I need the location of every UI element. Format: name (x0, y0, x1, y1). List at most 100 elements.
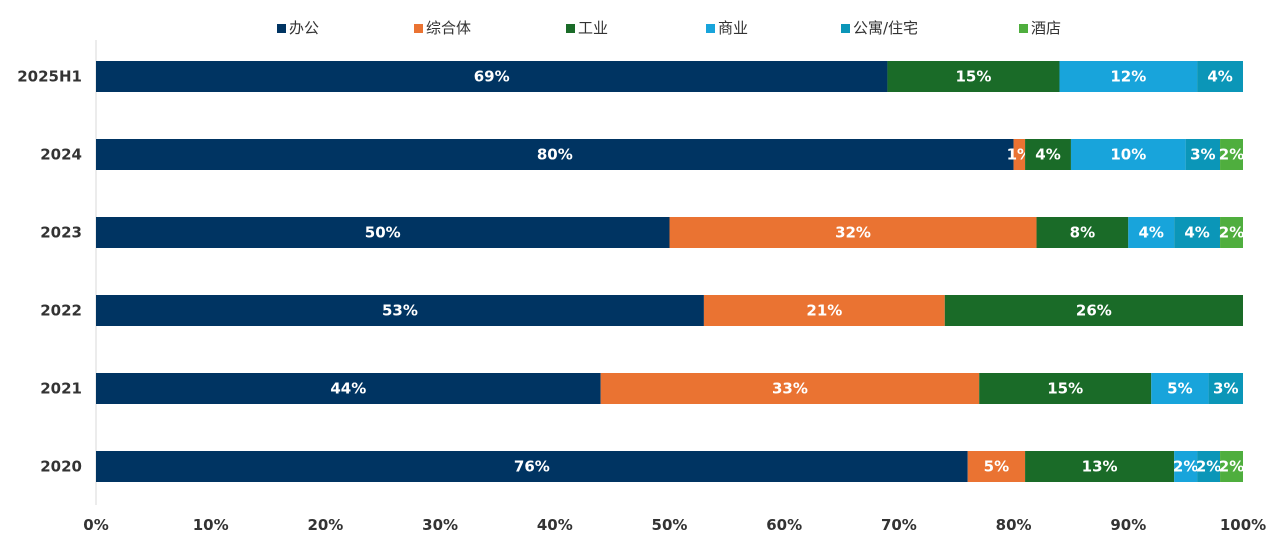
bar-segment (703, 295, 945, 326)
y-tick-label: 2023 (40, 224, 82, 242)
bar-segment (1070, 139, 1186, 170)
x-tick-label: 10% (193, 516, 229, 534)
data-label: 3% (1190, 146, 1215, 164)
data-label: 13% (1082, 458, 1118, 476)
data-label: 10% (1110, 146, 1146, 164)
bar-segment (1208, 373, 1243, 404)
data-label: 26% (1076, 302, 1112, 320)
data-label: 4% (1139, 224, 1164, 242)
data-label: 4% (1207, 68, 1232, 86)
y-tick-label: 2020 (40, 458, 82, 476)
x-tick-label: 60% (766, 516, 802, 534)
legend-item: 商业 (706, 19, 748, 37)
data-label: 53% (382, 302, 418, 320)
bar-row: 50% 32% 8% 4% 4% 2% (96, 217, 1244, 248)
legend-item: 办公 (277, 19, 319, 37)
legend-swatch (841, 24, 850, 33)
bar-segment (1220, 139, 1243, 170)
data-label: 69% (474, 68, 510, 86)
data-label: 4% (1184, 224, 1209, 242)
x-tick-label: 50% (652, 516, 688, 534)
data-label: 32% (835, 224, 871, 242)
data-label: 8% (1070, 224, 1095, 242)
bar-segment (1220, 217, 1243, 248)
data-label: 33% (772, 380, 808, 398)
legend: 办公 综合体 工业 商业 公寓/住宅 酒店 (277, 19, 1061, 37)
bar-row: 44% 33% 15% 5% 3% (96, 373, 1243, 404)
x-tick-label: 30% (422, 516, 458, 534)
data-label: 15% (1047, 380, 1083, 398)
bar-segment (96, 373, 601, 404)
legend-label: 商业 (718, 19, 748, 37)
y-tick-label: 2021 (40, 380, 82, 398)
y-axis-tick-labels: 2025H1 2024 2023 2022 2021 2020 (17, 68, 82, 476)
bar-segment (96, 451, 968, 482)
data-label: 50% (365, 224, 401, 242)
bar-segment (1036, 217, 1129, 248)
bar-segment (1197, 61, 1243, 92)
legend-swatch (414, 24, 423, 33)
x-tick-label: 40% (537, 516, 573, 534)
bar-segment (887, 61, 1060, 92)
bar-segment (967, 451, 1026, 482)
x-tick-label: 90% (1110, 516, 1146, 534)
data-label: 2% (1219, 146, 1244, 164)
data-label: 5% (1167, 380, 1192, 398)
data-label: 4% (1035, 146, 1060, 164)
legend-label: 工业 (578, 19, 608, 37)
bar-segment (1197, 451, 1221, 482)
bar-segment (944, 295, 1243, 326)
data-label: 2% (1219, 458, 1244, 476)
bar-row: 53% 21% 26% (96, 295, 1243, 326)
legend-label: 酒店 (1031, 19, 1061, 37)
bar-segment (1174, 451, 1198, 482)
data-label: 80% (537, 146, 573, 164)
data-label: 2% (1173, 458, 1198, 476)
x-tick-label: 80% (996, 516, 1032, 534)
legend-swatch (706, 24, 715, 33)
bar-segment (1174, 217, 1221, 248)
legend-swatch (1019, 24, 1028, 33)
data-label: 44% (330, 380, 366, 398)
data-label: 21% (806, 302, 842, 320)
bars: 69% 15% 12% 4%80% 1% 4% 10% 3% 2%50% 32% 8% 4% 4% 2%5… (96, 61, 1244, 482)
x-tick-label: 100% (1220, 516, 1266, 534)
data-label: 76% (514, 458, 550, 476)
x-tick-label: 0% (83, 516, 108, 534)
bar-segment (1185, 139, 1221, 170)
legend-swatch (277, 24, 286, 33)
bar-segment (600, 373, 980, 404)
bar-row: 76% 5% 13% 2%2%2% (96, 451, 1244, 482)
bar-segment (96, 139, 1014, 170)
bar-segment (96, 217, 670, 248)
bar-segment (669, 217, 1037, 248)
bar-row: 69% 15% 12% 4% (96, 61, 1243, 92)
bar-segment (979, 373, 1152, 404)
data-label: 2% (1219, 224, 1244, 242)
x-tick-label: 20% (307, 516, 343, 534)
bar-segment (1013, 139, 1026, 170)
x-axis-tick-labels: 0% 10% 20% 30% 40% 50% 60% 70% 80% 90% 100% (83, 516, 1266, 534)
bar-segment (1220, 451, 1243, 482)
bar-segment (1025, 139, 1071, 170)
legend-item: 公寓/住宅 (841, 19, 918, 37)
legend-swatch (566, 24, 575, 33)
data-label: 15% (956, 68, 992, 86)
data-label: 12% (1110, 68, 1146, 86)
data-label: 5% (984, 458, 1009, 476)
bar-segment (1025, 451, 1175, 482)
bar-segment (1151, 373, 1209, 404)
legend-item: 酒店 (1019, 19, 1061, 37)
bar-segment (96, 61, 888, 92)
legend-label: 办公 (289, 19, 319, 37)
legend-item: 综合体 (414, 19, 471, 37)
legend-label: 综合体 (426, 19, 471, 37)
legend-label: 公寓/住宅 (853, 19, 918, 37)
bar-segment (96, 295, 704, 326)
bar-segment (1059, 61, 1198, 92)
bar-row: 80% 1% 4% 10% 3% 2% (96, 139, 1244, 170)
data-label: 2% (1196, 458, 1221, 476)
legend-item: 工业 (566, 19, 608, 37)
y-tick-label: 2024 (40, 146, 82, 164)
